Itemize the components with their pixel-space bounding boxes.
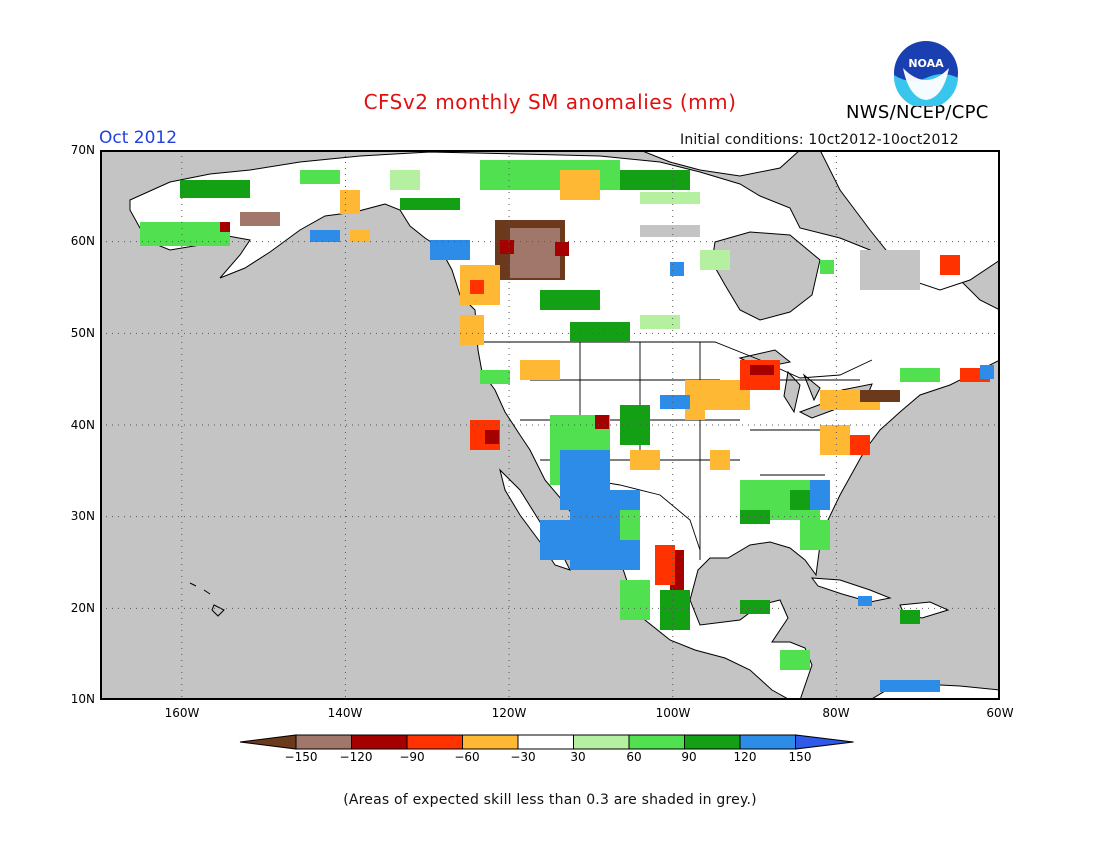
colorbar-label: 60 <box>626 750 642 764</box>
graticule <box>100 150 1000 700</box>
colorbar-swatch <box>739 734 796 750</box>
lat-label-60n: 60N <box>70 234 95 248</box>
skill-note: (Areas of expected skill less than 0.3 a… <box>343 792 757 808</box>
arctic-islands <box>639 150 801 177</box>
colorbar-label: −30 <box>510 750 536 764</box>
colorbar-swatch <box>573 734 630 750</box>
colorbar-swatch <box>351 734 408 750</box>
colorbar-arrow-low <box>239 734 297 750</box>
lon-label-100w: 100W <box>655 706 691 720</box>
colorbar-label: −60 <box>454 750 480 764</box>
colorbar-swatch <box>684 734 741 750</box>
colorbar-label: −120 <box>339 750 373 764</box>
colorbar-swatch <box>406 734 463 750</box>
lon-label-80w: 80W <box>822 706 850 720</box>
colorbar-swatch <box>295 734 352 750</box>
colorbar-label: 120 <box>733 750 757 764</box>
lat-label-30n: 30N <box>70 509 95 523</box>
map-plot-area <box>100 150 1000 700</box>
lat-label-70n: 70N <box>70 143 95 157</box>
lon-label-120w: 120W <box>491 706 527 720</box>
colorbar-label: −90 <box>399 750 425 764</box>
hudson-bay <box>711 231 821 321</box>
lat-label-50n: 50N <box>70 326 95 340</box>
initial-conditions: Initial conditions: 10ct2012-10oct2012 <box>680 132 959 148</box>
colorbar-arrow-high <box>795 734 854 750</box>
map-frame <box>100 150 1000 700</box>
agency-label: NWS/NCEP/CPC <box>846 102 989 123</box>
noaa-logo-text: NOAA <box>908 57 944 70</box>
colorbar-label: 30 <box>570 750 586 764</box>
colorbar-label: 150 <box>788 750 812 764</box>
map-title: CFSv2 monthly SM anomalies (mm) <box>363 90 737 114</box>
colorbar-swatch <box>628 734 685 750</box>
colorbar-label: −150 <box>284 750 318 764</box>
lat-label-40n: 40N <box>70 418 95 432</box>
lat-label-10n: 10N <box>70 692 95 706</box>
colorbar-label: 90 <box>681 750 697 764</box>
month-label: Oct 2012 <box>99 128 178 148</box>
colorbar-swatch <box>462 734 519 750</box>
colorbar <box>239 734 854 750</box>
lat-label-20n: 20N <box>70 601 95 615</box>
anomaly-cells <box>140 160 994 692</box>
noaa-logo: NOAA <box>893 41 958 106</box>
colorbar-swatch <box>517 734 574 750</box>
lon-label-140w: 140W <box>327 706 363 720</box>
lon-label-60w: 60W <box>986 706 1014 720</box>
lon-label-160w: 160W <box>164 706 200 720</box>
